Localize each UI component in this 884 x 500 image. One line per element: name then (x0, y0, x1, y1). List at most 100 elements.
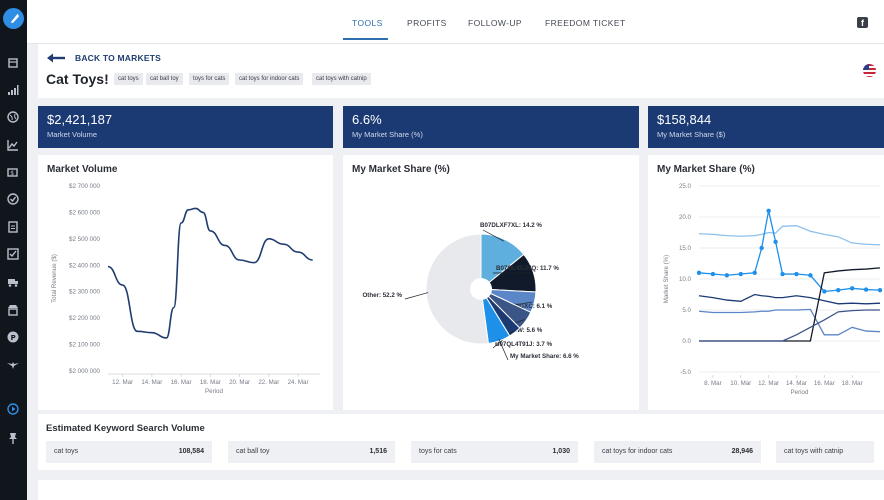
x-tick-label: 8. Mar (704, 380, 722, 387)
keyword-name: cat toys (54, 448, 79, 455)
tab-profits[interactable]: PROFITS (407, 18, 447, 28)
kpi-market-share-dollars: $158,844 My Market Share ($) (648, 106, 884, 148)
keyword-name: toys for cats (419, 448, 457, 455)
x-tick-label: 14. Mar (786, 380, 807, 387)
keyword-tag[interactable]: cat ball toy (146, 73, 183, 85)
back-arrow-icon[interactable] (47, 53, 65, 63)
dollar-icon[interactable]: $ (7, 166, 19, 178)
y-tick-label: -5.0 (680, 369, 691, 376)
x-axis-label: Period (791, 389, 809, 396)
kpi-value: $158,844 (657, 112, 712, 127)
tab-follow-up[interactable]: FOLLOW-UP (468, 18, 522, 28)
x-tick-label: 22. Mar (258, 379, 279, 386)
keyword-volume-item[interactable]: cat ball toy 1,516 (228, 441, 395, 463)
pie-label: B00MQYWGXC: 6.1 % (488, 303, 553, 310)
keyword-volume: 28,946 (731, 448, 753, 455)
kpi-value: $2,421,187 (47, 112, 113, 127)
pie-label: B07GL4SJHQ: 11.7 % (496, 265, 559, 272)
pie-label-connector (498, 338, 509, 361)
svg-text:$: $ (10, 170, 14, 177)
tab-tools[interactable]: TOOLS (352, 18, 383, 28)
logo-icon[interactable] (3, 8, 24, 29)
x-axis-label: Period (205, 388, 223, 395)
globe-icon[interactable] (7, 111, 19, 123)
signal-icon[interactable] (7, 84, 19, 96)
keyword-volume: 108,584 (178, 448, 204, 455)
box-icon[interactable] (7, 57, 19, 69)
market-share-line-chart[interactable]: 25.0 20.0 15.0 10.0 5.0 0.0 -5.0 8. Mar 10. Mar 1… (648, 155, 884, 410)
y-tick-label: $2 300 000 (69, 289, 101, 296)
keyword-name: cat toys with catnip (784, 448, 844, 455)
share-series-line (699, 309, 880, 342)
pin-icon[interactable] (7, 432, 19, 444)
check-circle-icon[interactable] (7, 193, 19, 205)
market-share-line-card: My Market Share (%) 25.0 20.0 15.0 10.0 5.0 0… (648, 155, 884, 410)
y-tick-label: $2 000 000 (69, 368, 101, 375)
active-tab-indicator (343, 38, 388, 40)
y-tick-label: $2 500 000 (69, 236, 101, 243)
facebook-icon[interactable]: f (857, 17, 868, 28)
share-series-line (698, 225, 881, 246)
share-series-point (794, 271, 799, 277)
x-tick-label: 24. Mar (288, 379, 309, 386)
keyword-tag[interactable]: cat toys (114, 73, 143, 85)
x-tick-label: 10. Mar (730, 380, 751, 387)
sidebar: $ P (0, 0, 27, 500)
y-axis-label: Total Revenue ($) (51, 254, 58, 303)
chart-title: Market Volume (47, 164, 118, 175)
next-section-card (38, 480, 884, 500)
market-share-pie-chart[interactable]: B07DLXF7XL: 14.2 % B07GL4SJHQ: 11.7 % B00M… (343, 155, 639, 410)
chart-icon[interactable] (7, 139, 19, 151)
y-tick-label: 15.0 (679, 245, 692, 252)
share-series-point (808, 273, 813, 278)
y-tick-label: 25.0 (679, 183, 692, 190)
y-axis-label: Market Share (%) (663, 255, 670, 303)
keyword-volume-item[interactable]: cat toys 108,584 (46, 441, 212, 463)
back-to-markets-link[interactable]: BACK TO MARKETS (75, 53, 161, 63)
share-series-line (698, 308, 881, 336)
share-series-point (822, 289, 827, 294)
us-flag-icon[interactable] (863, 64, 876, 77)
share-series-point (738, 271, 743, 277)
eagle-icon[interactable] (7, 359, 19, 371)
keyword-tag[interactable]: cat toys with catnip (312, 73, 371, 85)
pie-label: B07DLXF7XL: 14.2 % (480, 222, 542, 229)
svg-text:P: P (11, 334, 16, 342)
tab-freedom-ticket[interactable]: FREEDOM TICKET (545, 18, 626, 28)
share-series-point (836, 287, 841, 293)
market-share-pie-card: My Market Share (%) B07DLXF7XL: 14.2 % B0… (343, 155, 639, 410)
play-icon[interactable] (7, 403, 19, 415)
kpi-value: 6.6% (352, 112, 382, 127)
keyword-volume-item[interactable]: toys for cats 1,030 (411, 441, 578, 463)
document-icon[interactable] (7, 221, 19, 233)
x-tick-label: 18. Mar (200, 379, 221, 386)
keyword-tag[interactable]: cat toys for indoor cats (235, 73, 304, 85)
keyword-tag[interactable]: toys for cats (189, 73, 230, 85)
kpi-label: Market Volume (47, 130, 98, 139)
chart-title: My Market Share (%) (352, 164, 450, 175)
market-header: BACK TO MARKETS Cat Toys! cat toys cat b… (38, 44, 884, 98)
keyword-volume-item[interactable]: cat toys for indoor cats 28,946 (594, 441, 761, 463)
keyword-volume-item[interactable]: cat toys with catnip (776, 441, 874, 463)
y-tick-label: $2 600 000 (69, 209, 101, 216)
share-series-point (849, 286, 855, 291)
checklist-icon[interactable] (7, 248, 19, 260)
y-tick-label: $2 700 000 (69, 183, 101, 190)
share-series-line (698, 210, 881, 293)
keyword-volume: 1,030 (552, 448, 570, 455)
chart-title: My Market Share (%) (657, 164, 755, 175)
x-tick-label: 12. Mar (112, 379, 133, 386)
share-series-point (696, 270, 702, 275)
truck-icon[interactable] (7, 276, 19, 288)
top-navigation: TOOLS PROFITS FOLLOW-UP FREEDOM TICKET f (27, 0, 884, 44)
market-volume-card: Market Volume $2 700 000 $2 600 000 $2 500… (38, 155, 333, 410)
x-tick-label: 14. Mar (141, 379, 162, 386)
store-icon[interactable] (7, 304, 19, 316)
market-volume-chart[interactable]: $2 700 000 $2 600 000 $2 500 000 $2 400 000… (38, 155, 333, 410)
kpi-market-volume: $2,421,187 Market Volume (38, 106, 333, 148)
circle-p-icon[interactable]: P (7, 331, 19, 343)
pie-hole (470, 278, 492, 300)
pie-label: My Market Share: 6.6 % (510, 353, 579, 360)
share-series-point (759, 245, 764, 251)
section-title: Estimated Keyword Search Volume (46, 423, 205, 434)
